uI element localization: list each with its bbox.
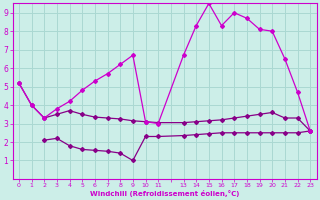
X-axis label: Windchill (Refroidissement éolien,°C): Windchill (Refroidissement éolien,°C) [90, 190, 239, 197]
